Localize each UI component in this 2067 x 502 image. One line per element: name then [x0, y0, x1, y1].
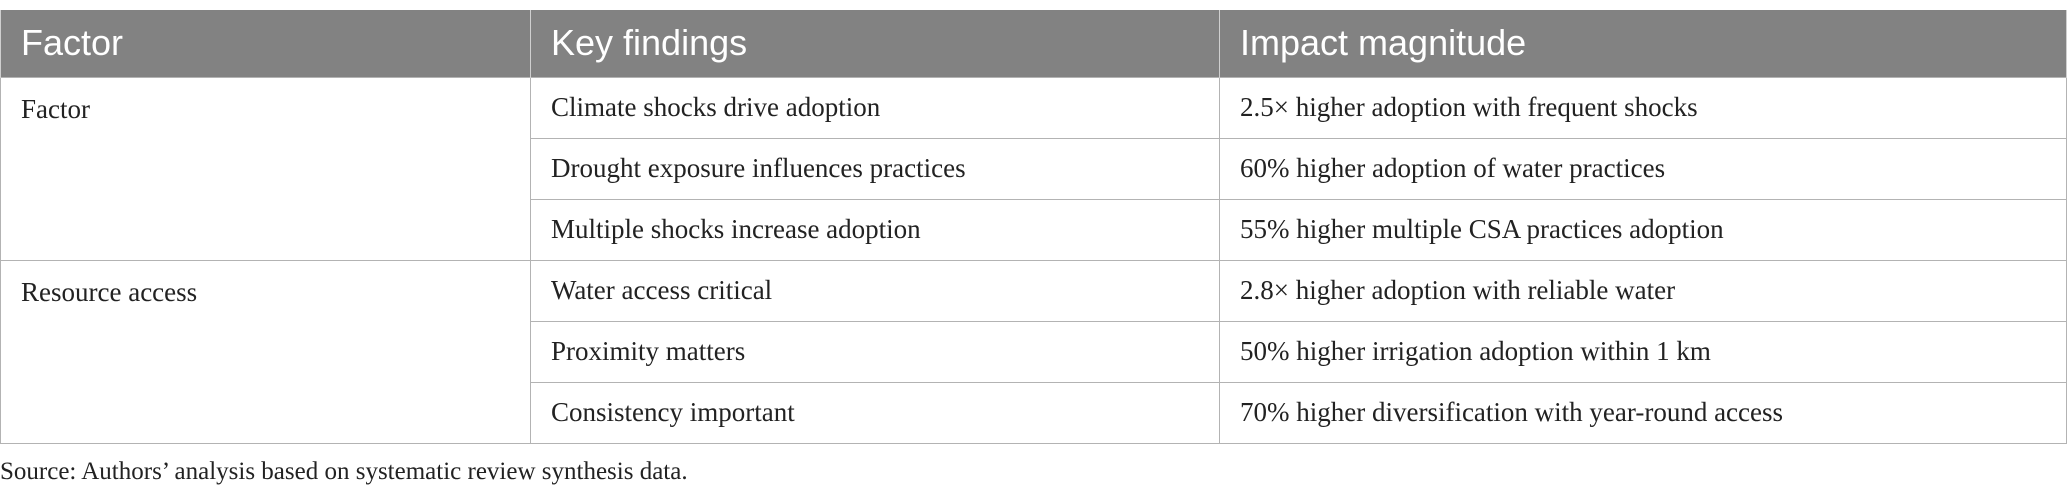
- header-key-findings: Key findings: [530, 10, 1220, 77]
- factor-cell: Resource access: [0, 259, 531, 444]
- table-row: Proximity matters 50% higher irrigation …: [1, 320, 2067, 383]
- finding-cell: Climate shocks drive adoption: [530, 76, 1220, 139]
- header-row: Factor Key findings Impact magnitude: [0, 10, 2067, 77]
- table-row: Factor Climate shocks drive adoption 2.5…: [0, 76, 2067, 261]
- findings-table-container: Factor Key findings Impact magnitude Fac…: [0, 10, 2067, 444]
- table-row: Drought exposure influences practices 60…: [1, 137, 2067, 200]
- finding-cell: Proximity matters: [530, 320, 1220, 383]
- table-row: Consistency important 70% higher diversi…: [1, 381, 2067, 444]
- finding-cell: Water access critical: [530, 259, 1220, 322]
- impact-cell: 60% higher adoption of water practices: [1219, 137, 2067, 200]
- impact-cell: 2.8× higher adoption with reliable water: [1219, 259, 2067, 322]
- impact-cell: 70% higher diversification with year-rou…: [1219, 381, 2067, 444]
- table-header: Factor Key findings Impact magnitude: [0, 10, 2067, 77]
- finding-cell: Multiple shocks increase adoption: [530, 198, 1220, 261]
- finding-cell: Drought exposure influences practices: [530, 137, 1220, 200]
- findings-table: Factor Key findings Impact magnitude Fac…: [0, 10, 2067, 444]
- table-row: Resource access Water access critical 2.…: [0, 259, 2067, 444]
- header-impact-magnitude: Impact magnitude: [1219, 10, 2067, 77]
- header-factor: Factor: [0, 10, 531, 77]
- impact-cell: 50% higher irrigation adoption within 1 …: [1219, 320, 2067, 383]
- factor-cell: Factor: [0, 76, 531, 261]
- finding-cell: Consistency important: [530, 381, 1220, 444]
- impact-cell: 55% higher multiple CSA practices adopti…: [1219, 198, 2067, 261]
- table-body: Factor Climate shocks drive adoption 2.5…: [0, 76, 2067, 444]
- source-note: Source: Authors’ analysis based on syste…: [0, 458, 688, 485]
- impact-cell: 2.5× higher adoption with frequent shock…: [1219, 76, 2067, 139]
